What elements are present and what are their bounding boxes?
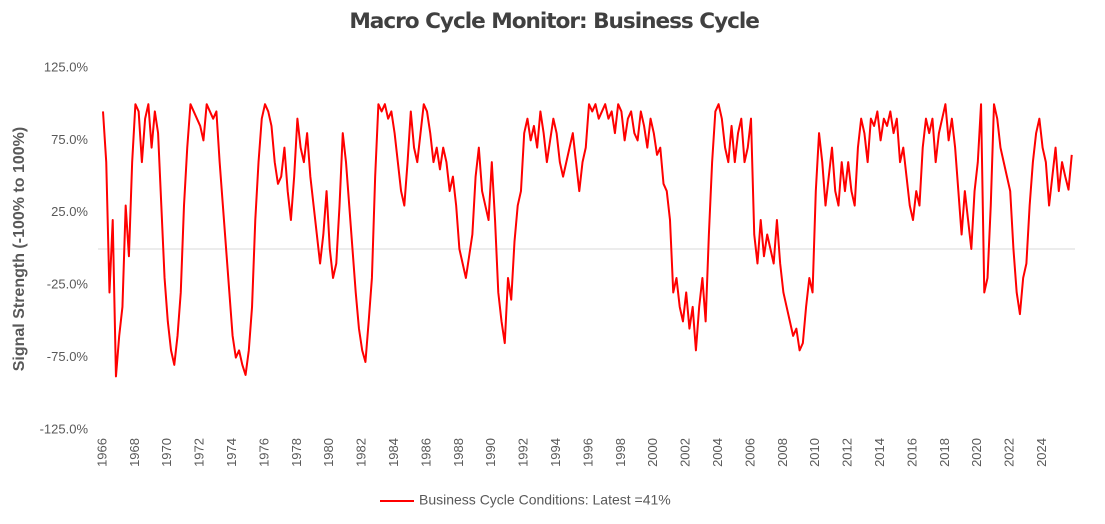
x-tick-label: 2000 xyxy=(645,438,660,467)
x-tick-label: 2022 xyxy=(1002,438,1017,467)
x-tick-label: 1990 xyxy=(483,438,498,467)
x-tick-label: 2008 xyxy=(775,438,790,467)
y-tick-label: 75.0% xyxy=(51,132,88,147)
chart-title: Macro Cycle Monitor: Business Cycle xyxy=(349,9,759,34)
y-tick-label: 125.0% xyxy=(44,59,89,74)
x-tick-label: 1986 xyxy=(418,438,433,467)
y-tick-label: -75.0% xyxy=(47,349,89,364)
x-tick-label: 1968 xyxy=(127,438,142,467)
x-tick-label: 1970 xyxy=(159,438,174,467)
legend-label: Business Cycle Conditions: Latest =41% xyxy=(419,492,671,508)
x-tick-label: 2002 xyxy=(678,438,693,467)
series-line xyxy=(102,103,1073,378)
x-tick-label: 1994 xyxy=(548,438,563,467)
x-tick-label: 2018 xyxy=(937,438,952,467)
x-tick-label: 2006 xyxy=(742,438,757,467)
y-axis-label: Signal Strength (-100% to 100%) xyxy=(11,127,28,372)
x-tick-label: 1998 xyxy=(613,438,628,467)
x-tick-label: 1976 xyxy=(256,438,271,467)
x-tick-label: 2020 xyxy=(969,438,984,467)
x-tick-label: 1972 xyxy=(192,438,207,467)
x-tick-label: 2014 xyxy=(872,438,887,467)
x-tick-label: 2024 xyxy=(1034,438,1049,467)
x-tick-label: 1988 xyxy=(451,438,466,467)
x-tick-label: 1984 xyxy=(386,438,401,467)
x-tick-label: 1980 xyxy=(321,438,336,467)
y-tick-label: -125.0% xyxy=(40,421,89,436)
x-tick-label: 1996 xyxy=(580,438,595,467)
x-tick-label: 2010 xyxy=(807,438,822,467)
x-tick-label: 1974 xyxy=(224,438,239,467)
x-tick-label: 1978 xyxy=(289,438,304,467)
x-tick-label: 1966 xyxy=(94,438,109,467)
x-tick-label: 1992 xyxy=(516,438,531,467)
x-tick-label: 2004 xyxy=(710,438,725,467)
x-tick-label: 1982 xyxy=(354,438,369,467)
y-tick-label: 25.0% xyxy=(51,204,88,219)
x-tick-label: 2012 xyxy=(840,438,855,467)
x-tick-label: 2016 xyxy=(904,438,919,467)
y-tick-label: -25.0% xyxy=(47,277,89,292)
